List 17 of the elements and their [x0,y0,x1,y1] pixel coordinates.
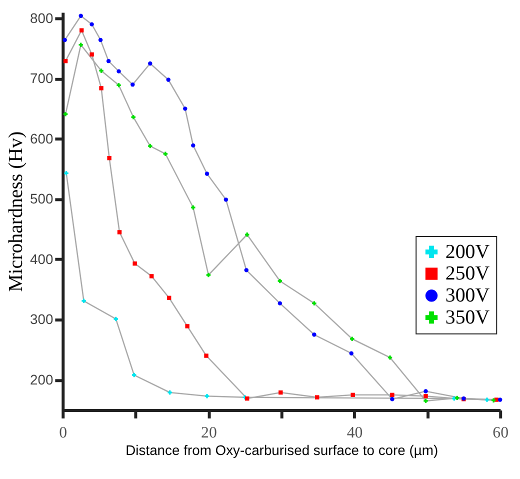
y-tick-label: 600 [30,130,54,146]
legend-label: 200V [445,240,490,263]
y-tick-label: 200 [30,371,54,388]
x-tick-label: 60 [492,424,509,442]
y-tick-label: 300 [30,311,54,328]
y-tick-label: 400 [30,250,54,267]
x-tick-label: 0 [59,424,68,442]
legend-label: 300V [445,284,490,307]
legend-label: 250V [445,262,490,285]
y-tick-label: 700 [30,70,54,86]
x-tick-label: 20 [201,424,217,442]
y-tick-label: 500 [30,190,54,207]
y-tick-label: 800 [30,10,54,26]
x-axis-title: Distance from Oxy-carburised surface to core (µm) [126,442,438,458]
x-tick-label: 40 [346,424,363,442]
legend-label: 350V [445,306,490,328]
y-axis-title: Microhardness (Hv) [5,131,28,292]
